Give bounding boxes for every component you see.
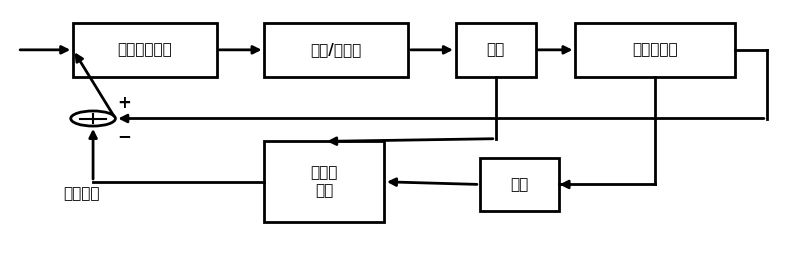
Text: +: + xyxy=(118,94,131,112)
FancyBboxPatch shape xyxy=(575,23,735,77)
Text: 同频信号: 同频信号 xyxy=(64,186,100,201)
Text: 位置传感器: 位置传感器 xyxy=(632,42,678,57)
Text: 转子: 转子 xyxy=(486,42,505,57)
Text: 磁轴承控制器: 磁轴承控制器 xyxy=(118,42,172,57)
FancyBboxPatch shape xyxy=(265,141,384,222)
Text: −: − xyxy=(118,127,131,145)
FancyBboxPatch shape xyxy=(456,23,535,77)
FancyBboxPatch shape xyxy=(265,23,408,77)
Text: 自适应
滤波: 自适应 滤波 xyxy=(310,166,338,198)
Text: 功放/磁轴承: 功放/磁轴承 xyxy=(310,42,362,57)
FancyBboxPatch shape xyxy=(480,157,559,211)
FancyBboxPatch shape xyxy=(73,23,217,77)
Circle shape xyxy=(70,111,115,126)
Text: 鉴相: 鉴相 xyxy=(510,177,529,192)
